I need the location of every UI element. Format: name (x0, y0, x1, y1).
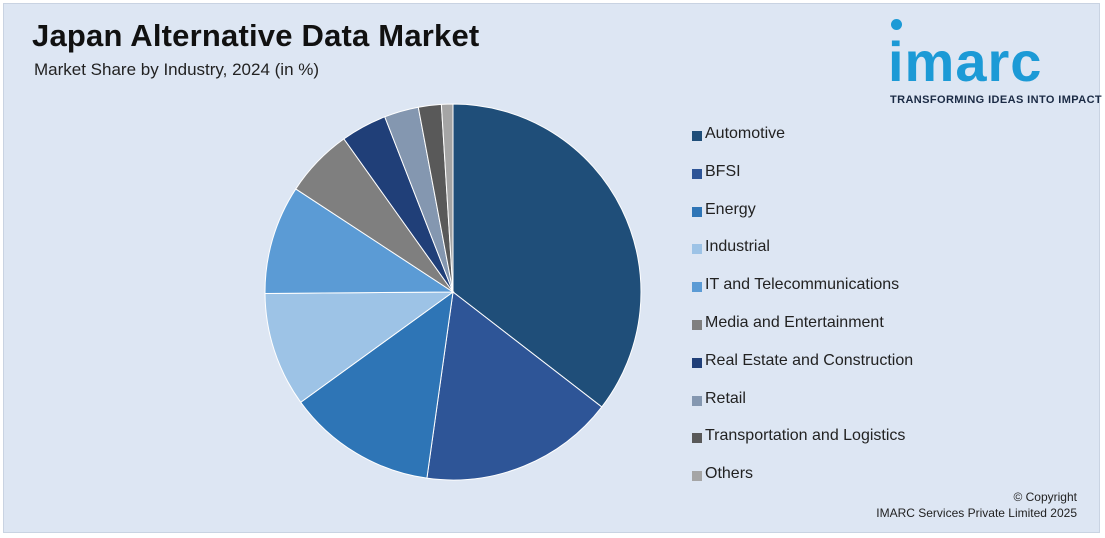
pie-slice-bfsi (426, 291, 603, 481)
legend-label: BFSI (705, 162, 741, 180)
pie-chart (264, 103, 642, 481)
legend-label: Industrial (705, 238, 770, 256)
legend-swatch (692, 320, 702, 330)
logo-wordmark: imarc (888, 30, 1043, 93)
legend-label: Real Estate and Construction (705, 351, 914, 369)
legend-swatch (692, 131, 702, 141)
legend-label: Transportation and Logistics (705, 427, 906, 445)
legend-swatch (692, 168, 702, 179)
copyright-label: © Copyright (1013, 490, 1077, 504)
logo-tagline: TRANSFORMING IDEAS INTO IMPACT (890, 94, 1103, 106)
legend-swatch (692, 282, 702, 293)
copyright-company: IMARC Services Private Limited 2025 (876, 506, 1077, 520)
copyright-notice: © Copyright IMARC Services Private Limit… (876, 489, 1077, 521)
legend-swatch (692, 244, 702, 255)
chart-frame: Japan Alternative Data Market Market Sha… (3, 3, 1103, 533)
legend-label: Others (705, 465, 754, 483)
chart-subtitle: Market Share by Industry, 2024 (in %) (34, 60, 320, 79)
pie-slice-others (440, 103, 454, 293)
chart-title: Japan Alternative Data Market (32, 18, 480, 53)
legend-label: Media and Entertainment (705, 314, 884, 331)
pie-slice-automotive (452, 103, 642, 408)
legend-swatch (692, 471, 702, 482)
legend-swatch (692, 433, 702, 444)
logo-dot-icon (891, 19, 902, 30)
legend-label: Automotive (705, 125, 786, 142)
legend-swatch (692, 395, 702, 406)
imarc-logo: imarc TRANSFORMING IDEAS INTO IMPACT (884, 16, 1103, 111)
legend-label: Energy (705, 200, 756, 218)
legend-swatch (692, 357, 702, 368)
pie-slice-energy (300, 290, 454, 479)
legend-label: IT and Telecommunications (705, 276, 900, 294)
legend-swatch (692, 206, 702, 217)
legend-label: Retail (705, 389, 746, 407)
pie-slice-it-and-telecommunications (264, 188, 455, 294)
pie-slice-industrial (264, 291, 455, 403)
